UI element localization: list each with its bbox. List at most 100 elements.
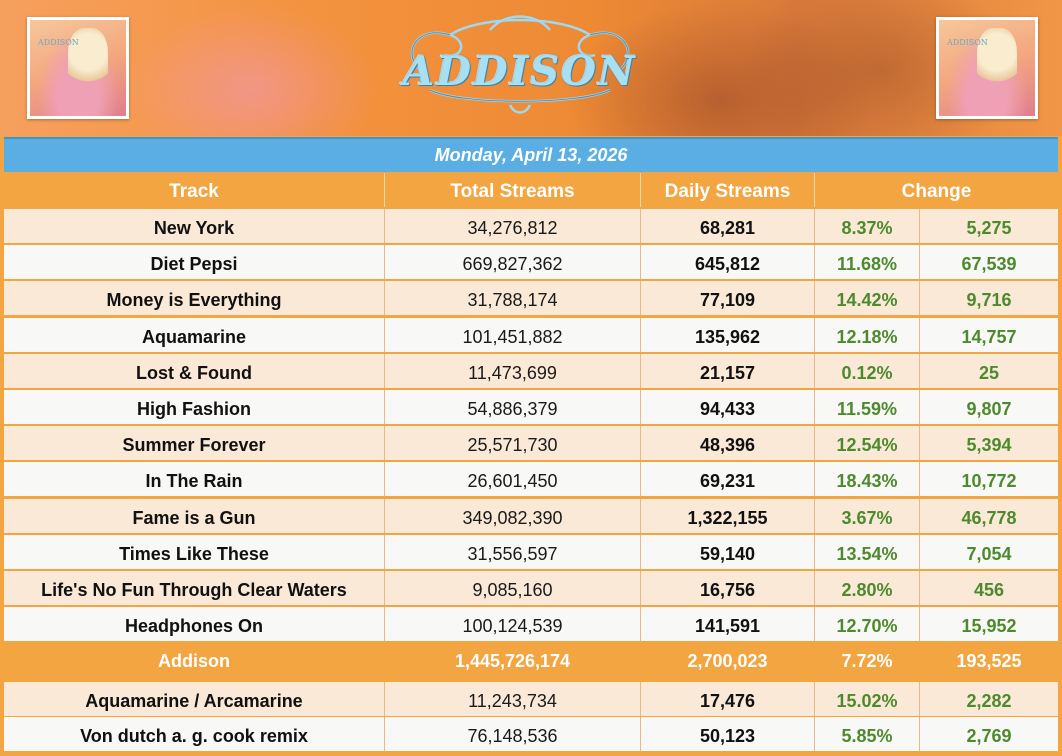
ornament-icon (410, 15, 630, 114)
table-row: Life's No Fun Through Clear Waters 9,085,… (4, 571, 1058, 605)
total-streams: 34,276,812 (467, 218, 558, 238)
table-row: Headphones On 100,124,539 141,591 12.70% 15,… (4, 607, 1058, 642)
change-percent: 12.54% (836, 435, 898, 456)
change-percent: 0.12% (841, 362, 893, 383)
header-track: Track (169, 181, 219, 202)
table-row: Lost & Found 11,473,699 21,157 0.12% 25 (4, 353, 1058, 388)
change-absolute: 5,394 (966, 435, 1012, 456)
change-percent: 2.80% (841, 580, 893, 600)
daily-streams: 135,962 (694, 326, 761, 347)
daily-streams: 77,109 (699, 290, 756, 311)
header-banner: ADDISON ADDISON ADDISON (0, 0, 1062, 136)
wordmark-text: ADDISON (403, 48, 637, 95)
cover-logo-text: ADDISON (947, 38, 988, 47)
header-daily-streams: Daily Streams (664, 181, 791, 202)
table-row: New York 34,276,812 68,281 8.37% 5,275 (4, 209, 1058, 243)
album-total-row: Addison 1,445,726,174 2,700,023 7.72% 19… (4, 644, 1058, 678)
track-name: Aquamarine (141, 326, 247, 347)
album-change-pct: 7.72% (841, 651, 893, 671)
change-percent: 13.54% (836, 543, 898, 564)
change-percent: 18.43% (836, 471, 898, 492)
change-absolute: 9,807 (966, 399, 1012, 419)
change-absolute: 2,769 (966, 726, 1012, 746)
table-row: Aquamarine 101,451,882 135,962 12.18% 14,757 (4, 317, 1058, 352)
total-streams: 25,571,730 (467, 435, 558, 456)
total-streams: 669,827,362 (462, 254, 563, 275)
change-absolute: 14,757 (961, 326, 1017, 347)
track-name: New York (153, 218, 235, 238)
change-absolute: 9,716 (966, 290, 1012, 311)
track-name: Aquamarine / Arcamarine (85, 691, 303, 711)
change-absolute: 10,772 (961, 471, 1017, 492)
total-streams: 9,085,160 (472, 580, 553, 600)
table-row: Money is Everything 31,788,174 77,109 14.42… (4, 281, 1058, 316)
change-percent: 11.59% (836, 399, 898, 419)
total-streams: 31,556,597 (467, 543, 558, 564)
daily-streams: 1,322,155 (687, 507, 768, 528)
header-change: Change (901, 181, 972, 202)
total-streams: 11,243,734 (468, 691, 557, 711)
track-name: Diet Pepsi (150, 254, 238, 275)
cover-logo-text: ADDISON (38, 38, 79, 47)
album-cover-right: ADDISON (936, 17, 1038, 119)
total-streams: 100,124,539 (462, 616, 563, 637)
daily-streams: 68,281 (699, 218, 756, 238)
daily-streams: 21,157 (699, 362, 756, 383)
table-row: Aquamarine / Arcamarine 11,243,734 17,476 1… (4, 682, 1058, 716)
total-streams: 31,788,174 (467, 290, 558, 311)
daily-streams: 69,231 (699, 471, 756, 492)
total-streams: 54,886,379 (467, 399, 558, 419)
change-absolute: 5,275 (966, 218, 1012, 238)
track-name: Fame is a Gun (132, 507, 256, 528)
table-row: Summer Forever 25,571,730 48,396 12.54% 5,39… (4, 426, 1058, 461)
change-absolute: 46,778 (961, 507, 1017, 528)
track-name: Lost & Found (136, 362, 252, 383)
track-name: High Fashion (137, 399, 251, 419)
change-percent: 11.68% (836, 254, 898, 275)
change-percent: 15.02% (836, 691, 898, 711)
track-name: In The Rain (145, 471, 243, 492)
total-streams: 76,148,536 (467, 726, 558, 746)
total-streams: 101,451,882 (462, 326, 563, 347)
daily-streams: 94,433 (699, 399, 756, 419)
daily-streams: 48,396 (699, 435, 756, 456)
change-absolute: 67,539 (961, 254, 1017, 275)
table-row: Fame is a Gun 349,082,390 1,322,155 3.67% 46… (4, 498, 1058, 533)
change-absolute: 7,054 (966, 543, 1012, 564)
track-name: Times Like These (119, 543, 269, 564)
change-percent: 14.42% (836, 290, 898, 311)
album-total-streams: 1,445,726,174 (454, 651, 571, 671)
album-cover-left: ADDISON (27, 17, 129, 119)
change-percent: 8.37% (841, 218, 893, 238)
track-name: Life's No Fun Through Clear Waters (41, 580, 347, 600)
table-row: Von dutch a. g. cook remix 76,148,536 50,1… (4, 717, 1058, 751)
change-percent: 12.70% (836, 616, 898, 637)
total-streams: 11,473,699 (468, 362, 557, 383)
change-absolute: 25 (978, 362, 1000, 383)
change-absolute: 2,282 (966, 691, 1012, 711)
change-percent: 12.18% (836, 326, 898, 347)
track-name: Von dutch a. g. cook remix (80, 726, 308, 746)
table-row: Times Like These 31,556,597 59,140 13.54% 7,… (4, 534, 1058, 569)
header-total-streams: Total Streams (450, 181, 575, 202)
change-percent: 5.85% (841, 726, 893, 746)
change-absolute: 15,952 (961, 616, 1017, 637)
table-row: High Fashion 54,886,379 94,433 11.59% 9,807 (4, 390, 1058, 424)
track-name: Headphones On (124, 616, 263, 637)
daily-streams: 17,476 (699, 691, 756, 711)
daily-streams: 645,812 (694, 254, 761, 275)
track-name: Money is Everything (106, 290, 282, 311)
daily-streams: 50,123 (699, 726, 756, 746)
daily-streams: 59,140 (699, 543, 756, 564)
album-change-abs: 193,525 (956, 651, 1022, 671)
table-row: Diet Pepsi 669,827,362 645,812 11.68% 67,539 (4, 245, 1058, 280)
addison-wordmark: ADDISON (390, 10, 650, 120)
album-daily-streams: 2,700,023 (687, 651, 768, 671)
album-total-label: Addison (158, 651, 230, 671)
change-absolute: 456 (973, 580, 1005, 600)
total-streams: 26,601,450 (467, 471, 558, 492)
track-name: Summer Forever (122, 435, 266, 456)
date-bar: Monday, April 13, 2026 (4, 137, 1058, 172)
daily-streams: 141,591 (694, 616, 761, 637)
total-streams: 349,082,390 (462, 507, 563, 528)
